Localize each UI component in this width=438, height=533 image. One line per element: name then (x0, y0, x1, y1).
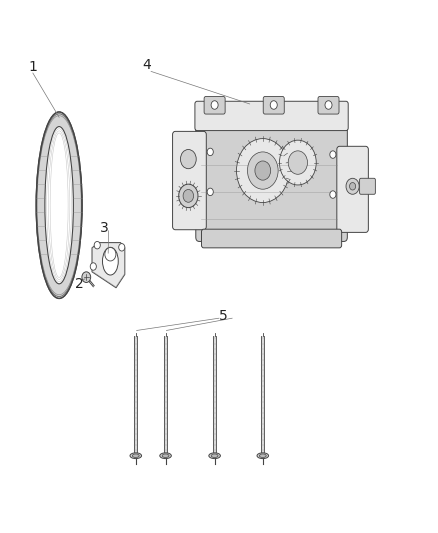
Bar (164, 336, 167, 453)
Ellipse shape (45, 126, 74, 284)
Circle shape (330, 191, 336, 198)
Polygon shape (92, 243, 125, 288)
Ellipse shape (259, 454, 266, 457)
Circle shape (207, 148, 213, 156)
Ellipse shape (162, 454, 169, 457)
Circle shape (90, 263, 96, 270)
FancyBboxPatch shape (318, 96, 339, 114)
Circle shape (119, 244, 125, 251)
Circle shape (288, 151, 307, 174)
Circle shape (270, 101, 277, 109)
Circle shape (179, 184, 198, 207)
Circle shape (105, 247, 116, 261)
Ellipse shape (257, 453, 268, 458)
Circle shape (255, 161, 271, 180)
Circle shape (346, 178, 359, 194)
Bar (134, 336, 137, 453)
Circle shape (330, 151, 336, 158)
FancyBboxPatch shape (195, 101, 348, 131)
Ellipse shape (209, 453, 220, 458)
Ellipse shape (36, 112, 82, 298)
FancyBboxPatch shape (337, 146, 368, 232)
Circle shape (207, 188, 213, 196)
Circle shape (211, 101, 218, 109)
Bar (261, 336, 264, 453)
FancyBboxPatch shape (201, 229, 342, 248)
Circle shape (82, 272, 91, 282)
Text: 3: 3 (100, 221, 109, 235)
FancyBboxPatch shape (263, 96, 284, 114)
Ellipse shape (130, 453, 141, 458)
Circle shape (279, 140, 316, 185)
Bar (213, 336, 216, 453)
Circle shape (325, 101, 332, 109)
FancyBboxPatch shape (196, 110, 347, 241)
Circle shape (180, 149, 196, 168)
Ellipse shape (132, 454, 139, 457)
Text: 2: 2 (75, 277, 84, 290)
FancyBboxPatch shape (204, 96, 225, 114)
Circle shape (94, 241, 100, 249)
Ellipse shape (160, 453, 171, 458)
Text: 4: 4 (142, 58, 151, 72)
FancyBboxPatch shape (173, 131, 206, 230)
Circle shape (247, 152, 278, 189)
Text: 5: 5 (219, 309, 228, 322)
Circle shape (350, 182, 356, 190)
Circle shape (183, 189, 194, 203)
Ellipse shape (211, 454, 218, 457)
Circle shape (237, 139, 289, 203)
FancyBboxPatch shape (360, 178, 375, 194)
Ellipse shape (102, 247, 118, 275)
Text: 1: 1 (28, 60, 37, 74)
